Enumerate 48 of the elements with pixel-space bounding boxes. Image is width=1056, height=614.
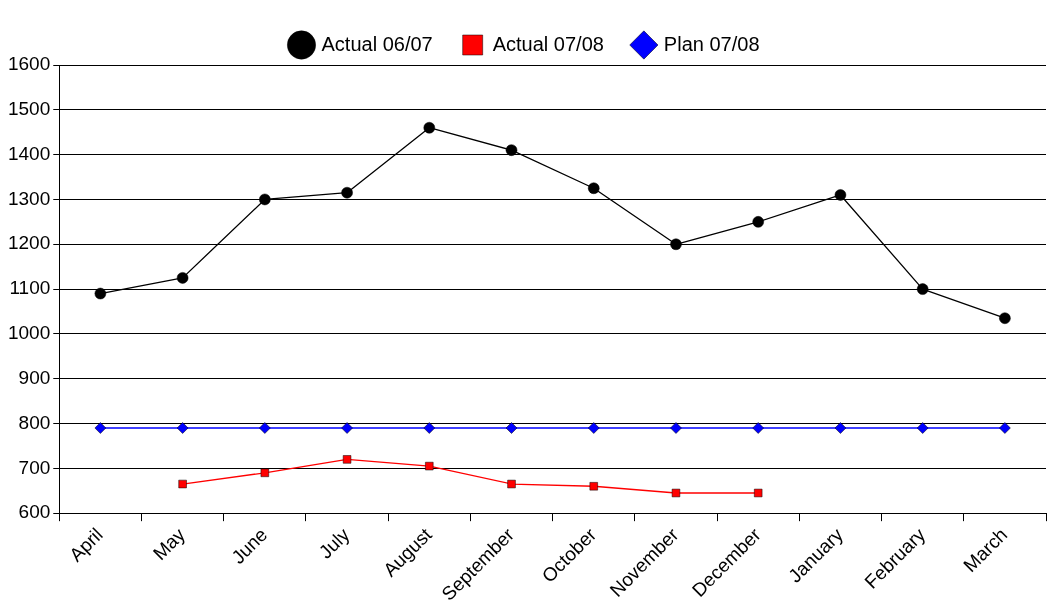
- y-tick-label: 900: [18, 366, 51, 388]
- point: [916, 422, 929, 434]
- point: [916, 283, 929, 295]
- point: [588, 422, 600, 434]
- legend-label: Actual 06/07: [321, 32, 433, 55]
- legend-label: Plan 07/08: [663, 32, 760, 55]
- point: [425, 461, 434, 471]
- y-tick-label: 1400: [7, 142, 51, 164]
- y-tick-label: 1500: [7, 98, 51, 120]
- point: [754, 488, 763, 498]
- point: [342, 455, 352, 464]
- point: [176, 422, 189, 434]
- point: [259, 422, 271, 434]
- point: [176, 272, 189, 284]
- point: [505, 422, 518, 434]
- point: [752, 216, 764, 228]
- y-tick-label: 1000: [7, 322, 51, 344]
- y-tick-label: 700: [18, 456, 51, 478]
- point: [341, 186, 353, 199]
- legend-label: Actual 07/08: [492, 32, 604, 55]
- point: [259, 193, 271, 206]
- y-tick-label: 1100: [9, 277, 51, 299]
- point: [752, 422, 764, 434]
- point: [999, 422, 1011, 434]
- x-tick-label: May: [148, 523, 190, 565]
- point: [671, 488, 681, 498]
- point: [178, 479, 187, 489]
- point: [999, 312, 1011, 324]
- point: [507, 479, 516, 489]
- point: [588, 182, 600, 194]
- point: [94, 422, 107, 434]
- point: [834, 189, 847, 201]
- y-tick-label: 1300: [7, 187, 51, 209]
- point: [423, 422, 436, 434]
- point: [94, 287, 107, 300]
- point: [341, 422, 353, 434]
- point: [423, 121, 436, 134]
- point: [834, 422, 847, 434]
- y-tick-label: 600: [18, 501, 51, 523]
- y-tick-label: 1600: [7, 53, 51, 75]
- point: [670, 238, 682, 251]
- point: [505, 144, 518, 156]
- point: [670, 422, 682, 434]
- point: [260, 468, 269, 477]
- y-tick-label: 800: [18, 411, 51, 433]
- point: [589, 482, 598, 491]
- y-tick-label: 1200: [7, 232, 51, 254]
- x-tick-label: July: [314, 523, 354, 563]
